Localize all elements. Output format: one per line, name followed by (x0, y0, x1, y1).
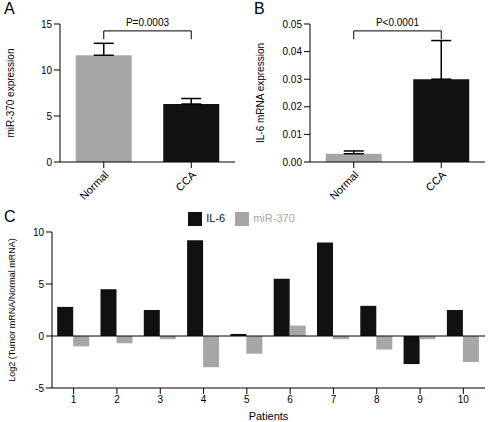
html-text:miR-370: miR-370 (253, 212, 295, 224)
svg-text:3: 3 (157, 394, 163, 405)
svg-text:P=0.0003: P=0.0003 (126, 17, 170, 28)
svg-text:Log2 (Tumor mRNA/Normal mRNA): Log2 (Tumor mRNA/Normal mRNA) (8, 238, 17, 382)
svg-text:0.01: 0.01 (283, 129, 303, 140)
svg-text:P<0.0001: P<0.0001 (376, 17, 420, 28)
svg-text:Normal: Normal (77, 168, 111, 202)
svg-text:0.00: 0.00 (283, 157, 303, 168)
svg-text:CCA: CCA (173, 168, 198, 193)
svg-text:7: 7 (331, 394, 337, 405)
svg-text:1: 1 (71, 394, 77, 405)
html-text:IL-6: IL-6 (206, 212, 226, 224)
svg-text:10: 10 (41, 65, 53, 76)
html-text:A: A (4, 0, 15, 17)
svg-text:8: 8 (374, 394, 380, 405)
svg-text:-5: -5 (35, 383, 44, 394)
svg-text:0.04: 0.04 (283, 46, 303, 57)
svg-text:9: 9 (417, 394, 423, 405)
svg-text:5: 5 (46, 111, 52, 122)
svg-text:10: 10 (33, 227, 45, 238)
svg-text:0: 0 (46, 157, 52, 168)
svg-text:0.03: 0.03 (283, 74, 303, 85)
svg-text:2: 2 (114, 394, 120, 405)
svg-text:5: 5 (244, 394, 250, 405)
svg-text:Patients: Patients (249, 410, 289, 422)
svg-text:0: 0 (38, 331, 44, 342)
html-text:B: B (254, 0, 265, 17)
svg-text:IL-6 mRNA expression: IL-6 mRNA expression (255, 43, 266, 143)
svg-text:CCA: CCA (423, 168, 448, 193)
svg-text:0.02: 0.02 (283, 101, 303, 112)
svg-text:4: 4 (201, 394, 207, 405)
svg-text:Normal: Normal (327, 168, 361, 202)
svg-text:5: 5 (38, 279, 44, 290)
svg-text:15: 15 (41, 19, 53, 30)
svg-text:miR-370 expression: miR-370 expression (8, 49, 16, 138)
svg-text:10: 10 (458, 394, 470, 405)
html-text:C: C (4, 208, 16, 225)
svg-text:6: 6 (287, 394, 293, 405)
svg-text:0.05: 0.05 (283, 19, 303, 30)
